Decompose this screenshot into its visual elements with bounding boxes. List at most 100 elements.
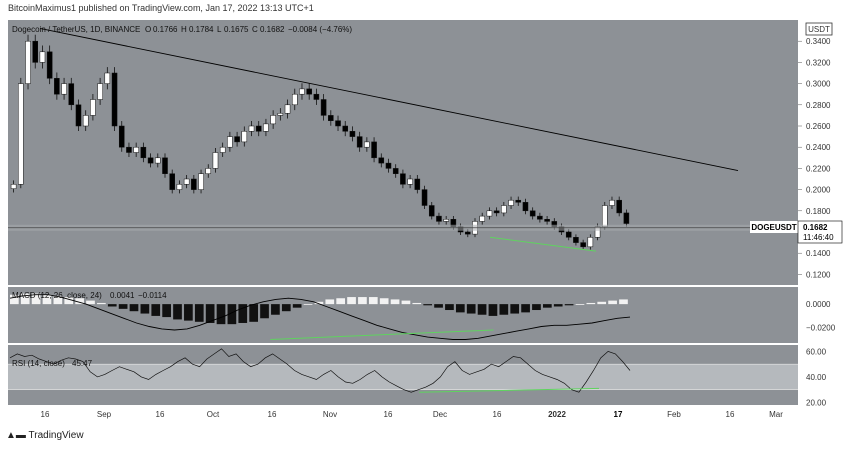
ohlc-low-label: L	[217, 25, 222, 34]
candle-body	[436, 215, 442, 222]
macd-bar	[347, 297, 356, 305]
ohlc-open-label: O	[145, 25, 151, 34]
macd-bar	[184, 304, 193, 321]
macd-bar	[619, 299, 628, 305]
price-tick-label: 0.3200	[806, 58, 831, 67]
macd-bar	[31, 293, 41, 305]
x-tick-label: Mar	[769, 410, 783, 419]
ohlc-readout: O 0.1766 H 0.1784 L 0.1675 C 0.1682 −0.0…	[145, 25, 352, 34]
last-price: 0.1682	[803, 223, 828, 232]
macd-bar	[608, 300, 617, 305]
macd-bar	[358, 297, 367, 305]
candle-body	[205, 168, 212, 174]
macd-bar	[390, 299, 400, 305]
macd-bar	[227, 304, 237, 325]
candle-body	[212, 152, 219, 169]
bar-countdown: 11:46:40	[803, 233, 834, 242]
candle-body	[537, 215, 543, 220]
candle-body	[198, 173, 204, 190]
macd-histogram	[10, 293, 628, 325]
rsi-axis: 60.00 40.00 20.00	[806, 347, 827, 407]
candle-body	[623, 212, 630, 224]
macd-bar	[140, 304, 150, 314]
ohlc-low: 0.1675	[224, 25, 249, 34]
candle-body	[356, 136, 363, 148]
tradingview-logo-icon: ▲▬	[6, 430, 26, 441]
ohlc-change: −0.0084 (−4.76%)	[288, 25, 352, 34]
macd-bar	[118, 304, 128, 309]
candle-body	[111, 72, 118, 127]
candle-body	[162, 157, 168, 174]
candle-body	[61, 83, 67, 95]
last-price-box	[797, 220, 843, 244]
rsi-label: RSI (14, close)	[12, 359, 65, 368]
candle-body	[501, 205, 507, 214]
currency-label: USDT	[808, 25, 830, 34]
candle-body	[313, 93, 320, 100]
x-tick-label: 16	[41, 410, 50, 419]
candle-body	[241, 131, 248, 143]
macd-bar	[314, 301, 324, 305]
candle-body	[90, 99, 96, 116]
candle-body	[191, 178, 197, 190]
rsi-tick-label: 20.00	[806, 398, 827, 407]
candle-body	[248, 125, 255, 132]
candle-body	[176, 184, 183, 190]
x-tick-label: Feb	[667, 410, 681, 419]
rsi-band	[8, 364, 798, 390]
candle-body	[601, 205, 608, 227]
macd-bar	[281, 304, 291, 312]
symbol-label: DOGEUSDT	[751, 223, 796, 232]
x-tick-label: 16	[268, 410, 277, 419]
macd-bar	[260, 304, 269, 319]
candle-body	[126, 146, 132, 153]
macd-bar	[542, 304, 552, 308]
rsi-tick-label: 40.00	[806, 373, 827, 382]
macd-bar	[401, 300, 411, 305]
macd-value: 0.0041	[110, 291, 135, 300]
candle-body	[320, 99, 327, 116]
symbol-label-box	[750, 221, 798, 233]
candle-body	[400, 173, 406, 185]
candle-body	[392, 168, 399, 174]
macd-bar	[173, 304, 182, 320]
candle-body	[486, 210, 493, 217]
price-tick-label: 0.3000	[806, 80, 831, 89]
tradingview-brand: TradingView	[28, 430, 84, 441]
candle-body	[407, 178, 413, 185]
price-panel-bg	[8, 20, 798, 285]
macd-bar	[423, 304, 433, 306]
candle-body	[328, 115, 334, 121]
candle-body	[580, 242, 586, 248]
macd-bar	[271, 304, 280, 315]
macd-bar	[86, 300, 95, 305]
rsi-value: 45.47	[72, 359, 93, 368]
candle-body	[414, 178, 421, 190]
candle-body	[183, 178, 190, 185]
candle-body	[277, 113, 284, 116]
x-tick-label: 17	[614, 410, 623, 419]
macd-bar	[466, 304, 476, 314]
candle-body	[364, 141, 370, 148]
candle-body	[82, 115, 89, 127]
macd-bar	[75, 298, 84, 305]
candle-body	[529, 210, 536, 217]
candle-body	[573, 237, 579, 243]
candle-body	[349, 131, 356, 137]
candle-body	[443, 219, 449, 222]
x-tick-label: Oct	[207, 410, 220, 419]
tradingview-logo[interactable]: ▲▬ TradingView	[6, 430, 84, 441]
macd-bar	[303, 304, 313, 305]
price-tick-label: 0.2600	[806, 122, 831, 131]
macd-bar	[597, 301, 607, 305]
published-line: BitcoinMaximus1 published on TradingView…	[8, 3, 314, 13]
candle-body	[270, 115, 276, 125]
candle-body	[118, 125, 125, 148]
macd-bar	[129, 304, 139, 312]
x-tick-label: Dec	[433, 410, 447, 419]
candle-body	[479, 215, 485, 222]
currency-box[interactable]	[805, 22, 833, 36]
macd-bar	[499, 304, 509, 315]
macd-bar	[216, 304, 226, 325]
macd-bar	[151, 304, 161, 316]
